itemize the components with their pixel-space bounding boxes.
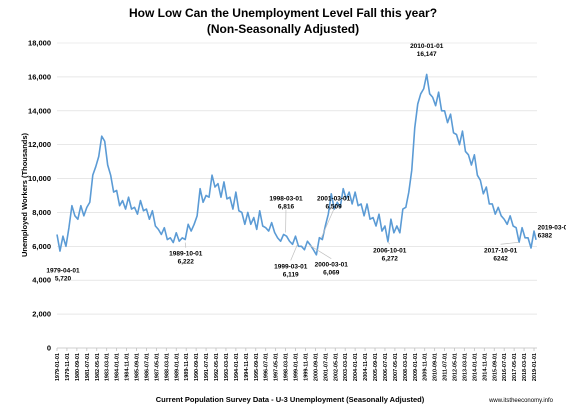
x-tick-label: 1988-03-01 (164, 353, 170, 381)
credit-text: www.itstheeconomy.info (488, 398, 554, 404)
x-tick-label: 2001-07-01 (323, 353, 329, 381)
x-tick-label: 1980-09-01 (75, 353, 81, 381)
x-tick-label: 1999-01-01 (294, 353, 300, 381)
x-tick-label: 1999-11-01 (303, 353, 309, 381)
chart-subtitle: (Non-Seasonally Adjusted) (207, 22, 359, 36)
annotation-date: 2001-03-01 (317, 196, 351, 203)
x-tick-label: 1982-05-01 (95, 353, 101, 381)
x-tick-label: 2016-07-01 (502, 353, 508, 381)
x-tick-label: 2009-01-01 (413, 353, 419, 381)
annotation-date: 1979-04-01 (46, 268, 80, 275)
annotation-value: 16,147 (417, 51, 437, 58)
x-tick-label: 1981-07-01 (85, 353, 91, 381)
x-tick-label: 2013-03-01 (462, 353, 468, 381)
x-tick-label: 1985-09-01 (135, 353, 141, 381)
annotation-value: 6242 (493, 255, 508, 262)
x-tick-label: 2014-11-01 (482, 353, 488, 381)
x-tick-label: 1991-07-01 (204, 353, 210, 381)
x-tick-label: 1993-03-01 (224, 353, 230, 381)
x-tick-label: 2004-01-01 (353, 353, 359, 381)
y-axis-label: Unemployed Workers (Thousands) (20, 132, 29, 257)
x-tick-label: 1989-11-01 (184, 353, 190, 381)
x-tick-label: 1990-09-01 (194, 353, 200, 381)
x-axis-ticks: 1979-01-01 1979-11-01 1980-09-01 1981-07-01… (55, 348, 538, 381)
x-tick-label: 2006-07-01 (383, 353, 389, 381)
series-line (57, 74, 536, 254)
x-tick-label: 2012-05-01 (453, 353, 459, 381)
x-tick-label: 2015-09-01 (492, 353, 498, 381)
annotation-value: 6,069 (323, 270, 340, 277)
y-tick-label: 10,000 (28, 174, 51, 183)
x-tick-label: 1989-01-01 (174, 353, 180, 381)
annotation-leader (321, 210, 333, 238)
x-tick-label: 2014-01-01 (472, 353, 478, 381)
x-tick-label: 2003-03-01 (343, 353, 349, 381)
annotation-leader (501, 242, 519, 244)
x-tick-label: 1994-11-01 (244, 353, 250, 381)
x-tick-label: 1994-01-01 (234, 353, 240, 381)
annotation-value: 6,272 (382, 255, 399, 262)
x-tick-label: 2004-11-01 (363, 353, 369, 381)
chart-title: How Low Can the Unemployment Level Fall … (129, 6, 437, 20)
x-tick-label: 2005-09-01 (373, 353, 379, 381)
y-tick-label: 8,000 (32, 208, 51, 217)
annotation-leader (309, 245, 331, 259)
x-tick-label: 1984-01-01 (115, 353, 121, 381)
annotation-date: 1989-10-01 (169, 251, 203, 258)
y-tick-label: 12,000 (28, 140, 51, 149)
x-tick-label: 1979-11-01 (65, 353, 71, 381)
annotation-value: 6,509 (326, 204, 343, 211)
x-tick-label: 1997-05-01 (274, 353, 280, 381)
y-tick-label: 16,000 (28, 72, 51, 81)
x-tick-label: 1996-07-01 (264, 353, 270, 381)
annotation-value: 6382 (538, 232, 553, 239)
annotation-date: 2017-10-01 (484, 247, 518, 254)
y-tick-label: 18,000 (28, 39, 51, 48)
y-tick-label: 14,000 (28, 106, 51, 115)
y-tick-label: 0 (47, 344, 51, 353)
x-tick-label: 1992-05-01 (214, 353, 220, 381)
x-tick-label: 2007-05-01 (393, 353, 399, 381)
annotation-date: 2019-03-01 (538, 224, 566, 231)
x-tick-label: 1979-01-01 (55, 353, 61, 381)
x-tick-label: 2017-05-01 (512, 353, 518, 381)
x-tick-label: 2018-03-01 (522, 353, 528, 381)
x-tick-label: 1984-11-01 (125, 353, 131, 381)
annotation-value: 6,816 (278, 204, 295, 211)
annotation-date: 1998-03-01 (269, 196, 303, 203)
x-tick-label: 2008-03-01 (403, 353, 409, 381)
annotation-value: 6,222 (178, 259, 195, 266)
y-tick-label: 6,000 (32, 242, 51, 251)
x-tick-label: 2000-09-01 (313, 353, 319, 381)
x-tick-label: 1995-09-01 (254, 353, 260, 381)
x-tick-label: 1983-03-01 (105, 353, 111, 381)
x-tick-label: 1986-07-01 (144, 353, 150, 381)
annotation-leader (291, 244, 298, 260)
y-tick-label: 2,000 (32, 310, 51, 319)
annotation-date: 2000-03-01 (315, 262, 349, 269)
annotation-date: 2010-01-01 (410, 43, 444, 50)
x-tick-label: 2011-07-01 (443, 353, 449, 381)
x-axis-label: Current Population Survey Data - U-3 Une… (156, 395, 425, 404)
annotation-value: 5,720 (55, 276, 72, 283)
x-tick-label: 1998-03-01 (284, 353, 290, 381)
x-tick-label: 2002-05-01 (333, 353, 339, 381)
x-tick-label: 2019-01-01 (532, 353, 538, 381)
annotation-date: 1999-03-01 (274, 263, 308, 270)
x-tick-label: 2009-11-01 (423, 353, 429, 381)
annotation-value: 6,119 (283, 271, 299, 278)
annotation-leader (388, 242, 390, 245)
x-tick-label: 1987-05-01 (154, 353, 160, 381)
annotation-date: 2006-10-01 (373, 247, 407, 254)
annotation-leader (185, 243, 186, 248)
series-line-group (57, 74, 536, 254)
y-axis-ticks: 0 2,000 4,000 6,000 8,000 10,000 12,000 14,000 1… (28, 39, 51, 353)
x-tick-label: 2010-09-01 (433, 353, 439, 381)
y-tick-label: 4,000 (32, 276, 51, 285)
